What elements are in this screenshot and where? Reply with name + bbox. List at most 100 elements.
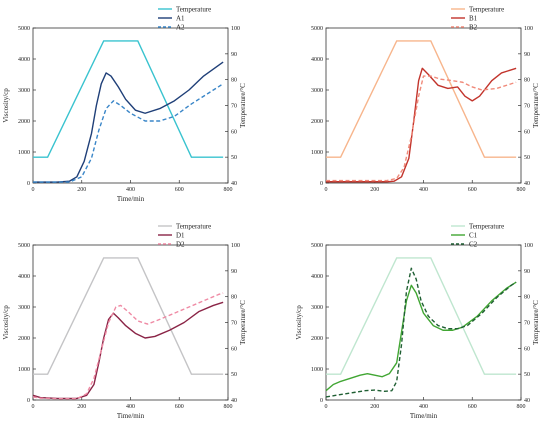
y2-tick-label: 100 bbox=[524, 243, 533, 249]
x-tick-label: 0 bbox=[32, 404, 35, 410]
y-tick-label: 5000 bbox=[18, 243, 30, 249]
legend-label: Temperature bbox=[469, 223, 504, 231]
y-tick-label: 3000 bbox=[18, 88, 30, 94]
y-tick-label: 1000 bbox=[18, 150, 30, 156]
y2-tick-label: 40 bbox=[524, 398, 530, 404]
y-tick-label: 4000 bbox=[311, 274, 323, 280]
series-line-a2 bbox=[33, 83, 224, 183]
series-line-d2 bbox=[32, 292, 224, 400]
y2-tick-label: 50 bbox=[524, 372, 530, 378]
y2-axis-title: Temperature/°C bbox=[532, 83, 540, 128]
y2-tick-label: 60 bbox=[231, 346, 237, 352]
plot-frame bbox=[325, 27, 522, 184]
y-tick-label: 2000 bbox=[18, 119, 30, 125]
x-tick-label: 600 bbox=[175, 404, 184, 410]
y-tick-label: 4000 bbox=[18, 274, 30, 280]
legend-label: D1 bbox=[176, 232, 185, 240]
x-axis-title: Time/min bbox=[117, 195, 145, 203]
x-tick-label: 400 bbox=[419, 404, 428, 410]
x-tick-label: 800 bbox=[224, 404, 233, 410]
y2-tick-label: 70 bbox=[524, 321, 530, 327]
series-line-a1 bbox=[33, 61, 224, 183]
y2-axis-title: Temperature/°C bbox=[239, 300, 247, 345]
x-tick-label: 400 bbox=[126, 404, 135, 410]
y2-tick-label: 90 bbox=[524, 269, 530, 275]
x-tick-label: 400 bbox=[126, 187, 135, 193]
chart-panel-1: 0 200 400 600 800 0 1000 2000 3000 4000 5000 40 50 60… bbox=[2, 6, 247, 204]
temperature-line bbox=[326, 257, 517, 375]
y-tick-label: 1000 bbox=[311, 150, 323, 156]
x-tick-label: 800 bbox=[224, 187, 233, 193]
chart-panel-2: 0 200 400 600 800 0 1000 2000 3000 4000 5000 40 50 60… bbox=[311, 6, 540, 194]
y2-tick-label: 60 bbox=[231, 129, 237, 135]
legend-label: Temperature bbox=[469, 6, 504, 14]
x-tick-label: 200 bbox=[370, 187, 379, 193]
x-tick-label: 600 bbox=[175, 187, 184, 193]
y-tick-label: 4000 bbox=[18, 57, 30, 63]
y2-tick-label: 70 bbox=[231, 104, 237, 110]
legend-label: A2 bbox=[176, 24, 185, 32]
y2-tick-label: 40 bbox=[231, 181, 237, 187]
y2-tick-label: 80 bbox=[231, 295, 237, 301]
y2-tick-label: 70 bbox=[231, 321, 237, 327]
y2-tick-label: 100 bbox=[524, 26, 533, 32]
series-line-b2 bbox=[326, 75, 517, 182]
x-tick-label: 800 bbox=[517, 187, 526, 193]
y-tick-label: 5000 bbox=[311, 243, 323, 249]
x-tick-label: 0 bbox=[325, 404, 328, 410]
y2-tick-label: 50 bbox=[524, 155, 530, 161]
y2-axis-title: Temperature/°C bbox=[239, 83, 247, 128]
temperature-line bbox=[33, 40, 224, 158]
y-tick-label: 5000 bbox=[311, 26, 323, 32]
y-tick-label: 2000 bbox=[18, 336, 30, 342]
x-tick-label: 0 bbox=[32, 187, 35, 193]
y2-axis-title: Temperature/°C bbox=[532, 300, 540, 345]
legend-label: Temperature bbox=[176, 223, 211, 231]
x-tick-label: 400 bbox=[419, 187, 428, 193]
y-tick-label: 3000 bbox=[311, 88, 323, 94]
y-tick-label: 5000 bbox=[18, 26, 30, 32]
y2-tick-label: 100 bbox=[231, 26, 240, 32]
x-tick-label: 0 bbox=[325, 187, 328, 193]
legend-label: B1 bbox=[469, 15, 478, 23]
y2-tick-label: 90 bbox=[524, 52, 530, 58]
y-tick-label: 0 bbox=[320, 398, 323, 404]
y-tick-label: 3000 bbox=[18, 305, 30, 311]
series-line-c1 bbox=[325, 281, 517, 392]
x-axis-title: Time/min bbox=[410, 412, 438, 420]
y-tick-label: 2000 bbox=[311, 119, 323, 125]
y2-tick-label: 80 bbox=[231, 78, 237, 84]
y-axis-title: Viscosity/cp bbox=[2, 305, 10, 340]
x-tick-label: 200 bbox=[77, 404, 86, 410]
legend-label: D2 bbox=[176, 241, 185, 249]
chart-panel-4: 0 200 400 600 800 0 1000 2000 3000 4000 5000 40 50 60… bbox=[295, 223, 540, 421]
y2-tick-label: 50 bbox=[231, 155, 237, 161]
x-tick-label: 600 bbox=[468, 404, 477, 410]
y-tick-label: 0 bbox=[27, 181, 30, 187]
y-tick-label: 4000 bbox=[311, 57, 323, 63]
y2-tick-label: 60 bbox=[524, 346, 530, 352]
series-line-c2 bbox=[325, 267, 517, 398]
y-tick-label: 1000 bbox=[18, 367, 30, 373]
legend-label: A1 bbox=[176, 15, 185, 23]
legend-label: B2 bbox=[469, 24, 478, 32]
y2-tick-label: 70 bbox=[524, 104, 530, 110]
temperature-line bbox=[33, 257, 224, 375]
y-axis-title: Viscosity/cp bbox=[295, 305, 303, 340]
series-line-d1 bbox=[32, 301, 224, 400]
y2-tick-label: 80 bbox=[524, 78, 530, 84]
y2-tick-label: 60 bbox=[524, 129, 530, 135]
legend-label: Temperature bbox=[176, 6, 211, 14]
x-tick-label: 200 bbox=[370, 404, 379, 410]
x-tick-label: 200 bbox=[77, 187, 86, 193]
y2-tick-label: 100 bbox=[231, 243, 240, 249]
series-line-b1 bbox=[326, 67, 517, 183]
x-tick-label: 800 bbox=[517, 404, 526, 410]
y2-tick-label: 80 bbox=[524, 295, 530, 301]
y-tick-label: 2000 bbox=[311, 336, 323, 342]
legend-label: C1 bbox=[469, 232, 478, 240]
plot-frame bbox=[32, 244, 229, 401]
chart-panel-3: 0 200 400 600 800 0 1000 2000 3000 4000 5000 40 50 60… bbox=[2, 223, 247, 421]
y-tick-label: 0 bbox=[27, 398, 30, 404]
